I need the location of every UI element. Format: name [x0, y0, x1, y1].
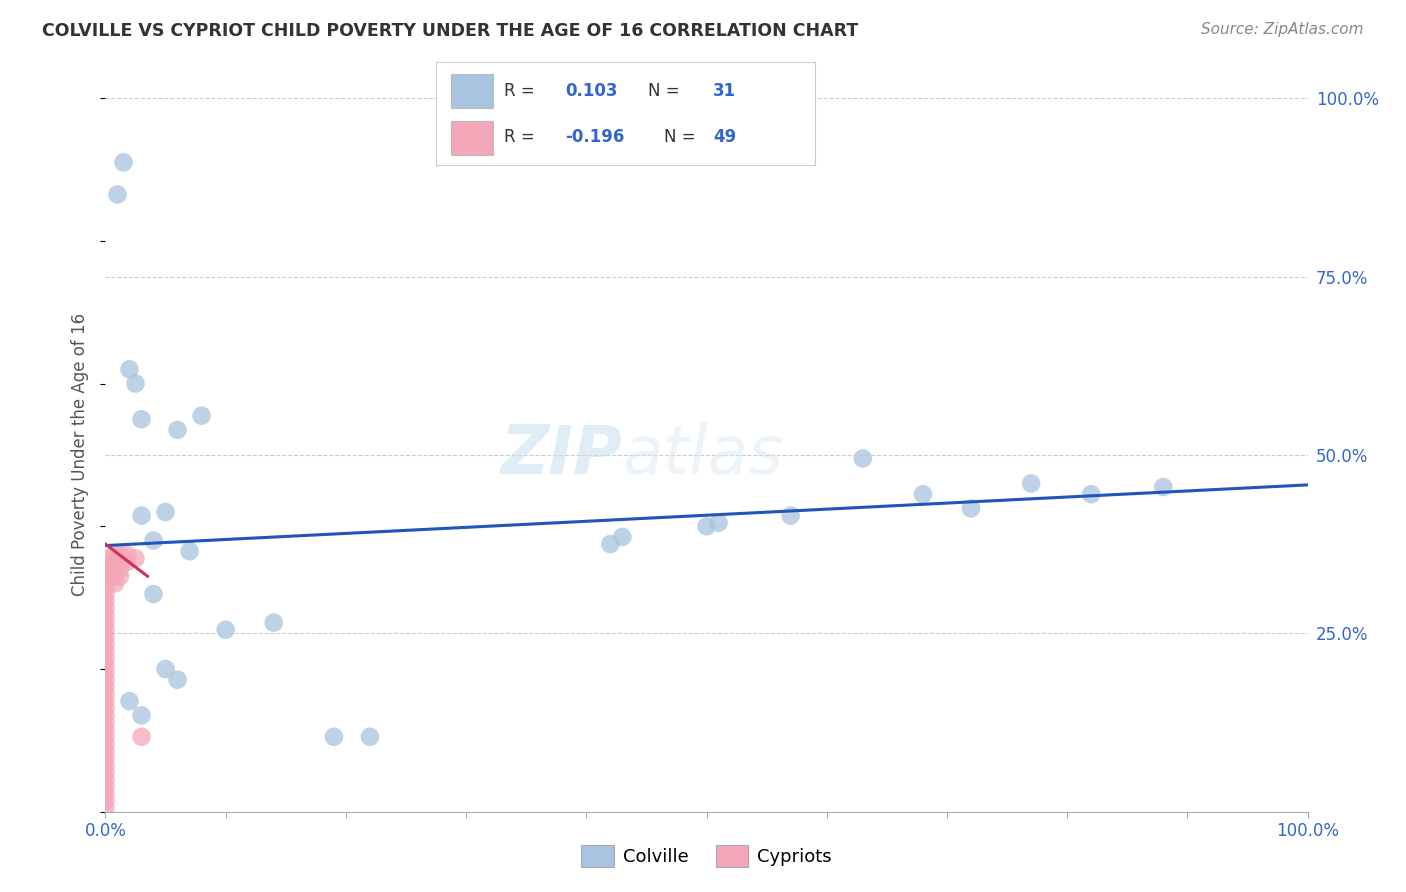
Point	[599, 537, 621, 551]
Point	[108, 548, 131, 562]
Text: R =: R =	[505, 128, 540, 145]
Point	[131, 412, 153, 426]
Point	[94, 573, 117, 587]
Point	[94, 780, 117, 794]
Point	[142, 587, 165, 601]
Point	[94, 801, 117, 815]
Point	[94, 744, 117, 758]
Point	[94, 673, 117, 687]
Point	[696, 519, 718, 533]
Point	[104, 562, 127, 576]
Point	[707, 516, 730, 530]
Point	[118, 694, 141, 708]
Point	[94, 765, 117, 780]
Point	[263, 615, 285, 630]
Point	[94, 715, 117, 730]
Point	[124, 551, 146, 566]
Point	[94, 594, 117, 608]
Point	[94, 665, 117, 680]
Point	[852, 451, 875, 466]
Point	[94, 608, 117, 623]
Point	[94, 694, 117, 708]
Point	[214, 623, 236, 637]
Point	[94, 601, 117, 615]
Point	[359, 730, 381, 744]
Point	[112, 155, 135, 169]
Point	[142, 533, 165, 548]
Point	[94, 651, 117, 665]
Point	[94, 701, 117, 715]
Point	[1080, 487, 1102, 501]
Text: COLVILLE VS CYPRIOT CHILD POVERTY UNDER THE AGE OF 16 CORRELATION CHART: COLVILLE VS CYPRIOT CHILD POVERTY UNDER …	[42, 22, 859, 40]
Point	[115, 548, 138, 562]
Point	[131, 508, 153, 523]
Point	[94, 658, 117, 673]
Text: -0.196: -0.196	[565, 128, 624, 145]
Point	[1152, 480, 1174, 494]
Text: 0.103: 0.103	[565, 82, 617, 100]
Point	[108, 569, 131, 583]
Point	[166, 423, 188, 437]
Point	[94, 637, 117, 651]
Text: ZIP: ZIP	[501, 422, 623, 488]
Point	[94, 787, 117, 801]
Point	[104, 555, 127, 569]
Point	[612, 530, 634, 544]
Point	[960, 501, 983, 516]
Point	[118, 362, 141, 376]
Point	[94, 680, 117, 694]
Point	[94, 558, 117, 573]
Point	[94, 737, 117, 751]
Point	[94, 615, 117, 630]
Point	[124, 376, 146, 391]
Legend: Colville, Cypriots: Colville, Cypriots	[574, 838, 839, 874]
Point	[155, 505, 177, 519]
Point	[94, 772, 117, 787]
Text: 49: 49	[713, 128, 737, 145]
Text: Source: ZipAtlas.com: Source: ZipAtlas.com	[1201, 22, 1364, 37]
Y-axis label: Child Poverty Under the Age of 16: Child Poverty Under the Age of 16	[72, 313, 90, 597]
Point	[104, 576, 127, 591]
Point	[94, 794, 117, 808]
Point	[108, 562, 131, 576]
Text: 31: 31	[713, 82, 737, 100]
Text: N =: N =	[648, 82, 685, 100]
Point	[94, 580, 117, 594]
Point	[94, 708, 117, 723]
Point	[155, 662, 177, 676]
Point	[115, 555, 138, 569]
Point	[94, 730, 117, 744]
FancyBboxPatch shape	[451, 74, 494, 108]
Point	[131, 730, 153, 744]
Point	[104, 569, 127, 583]
Point	[94, 587, 117, 601]
Point	[94, 566, 117, 580]
Point	[94, 551, 117, 566]
Text: R =: R =	[505, 82, 540, 100]
FancyBboxPatch shape	[451, 121, 494, 155]
Point	[166, 673, 188, 687]
Point	[779, 508, 801, 523]
Point	[94, 758, 117, 772]
Point	[911, 487, 934, 501]
Point	[322, 730, 344, 744]
Point	[131, 708, 153, 723]
Point	[94, 751, 117, 765]
Point	[190, 409, 212, 423]
Point	[108, 555, 131, 569]
Point	[94, 630, 117, 644]
Point	[94, 723, 117, 737]
Point	[1019, 476, 1042, 491]
Point	[94, 644, 117, 658]
Point	[104, 548, 127, 562]
Text: atlas: atlas	[623, 422, 783, 488]
Point	[94, 623, 117, 637]
Point	[179, 544, 201, 558]
Text: N =: N =	[664, 128, 700, 145]
Point	[94, 687, 117, 701]
Point	[107, 187, 129, 202]
